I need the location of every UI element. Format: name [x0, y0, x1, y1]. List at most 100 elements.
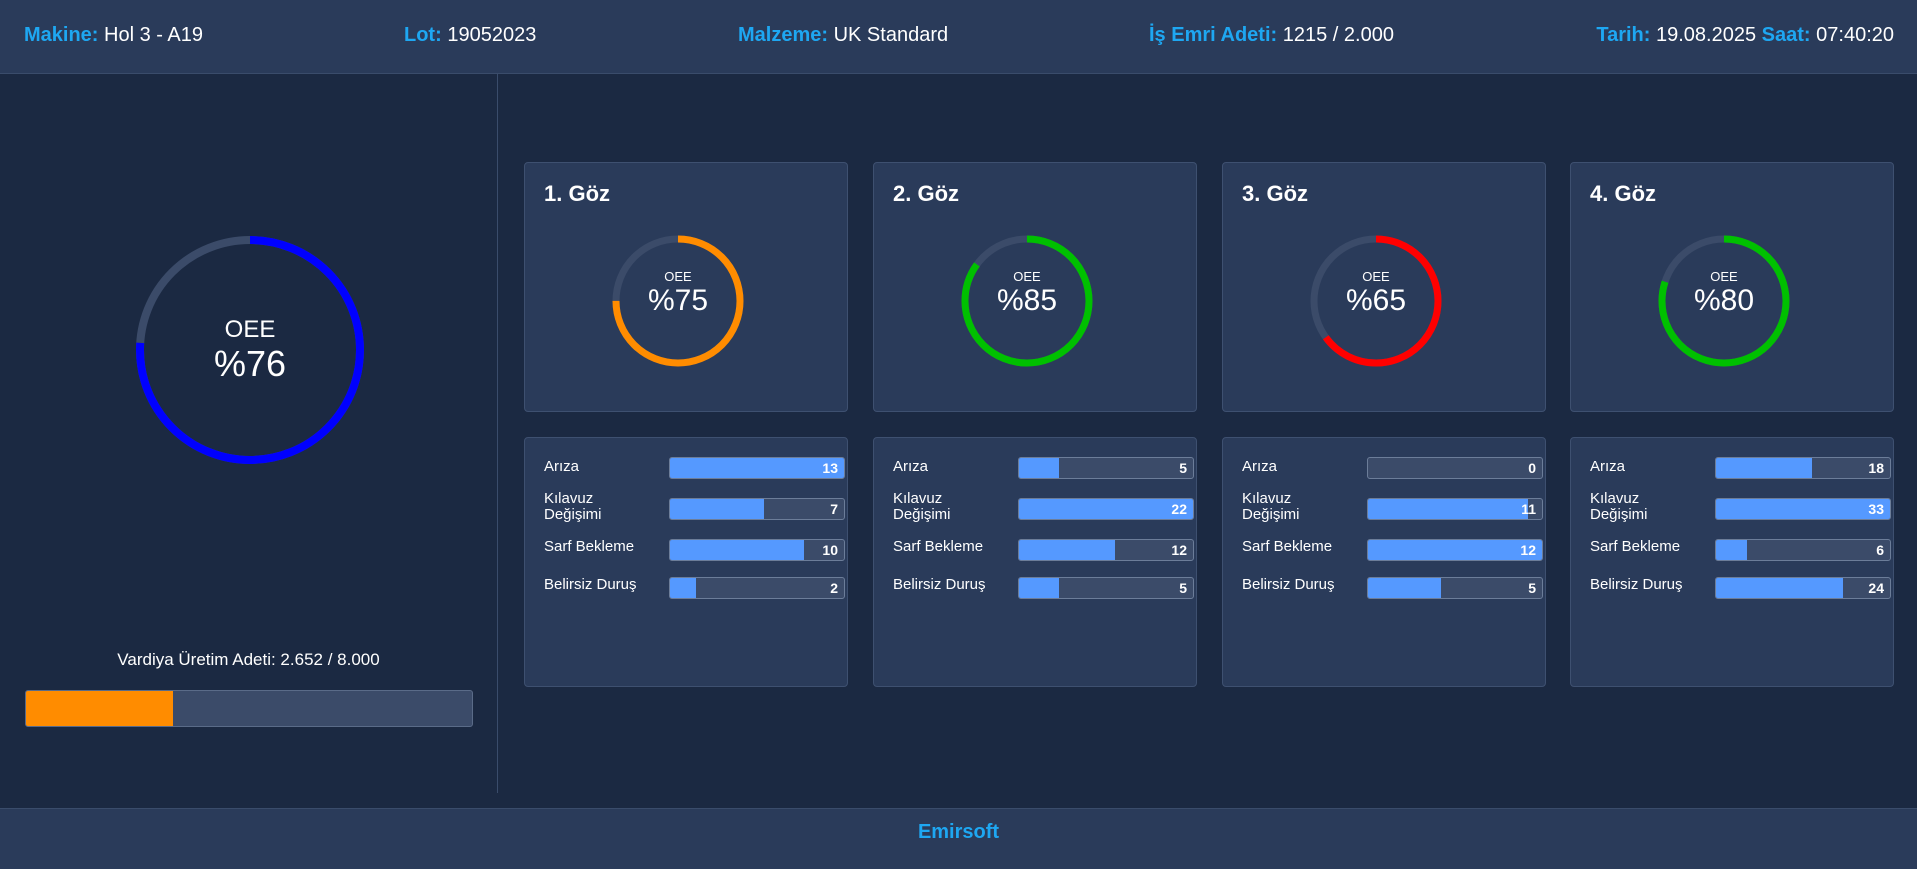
stop-reason-count: 33	[1868, 501, 1884, 517]
overall-oee-panel: OEE %76 Vardiya Üretim Adeti: 2.652 / 8.…	[0, 74, 498, 793]
stop-reason-bar-fill	[1716, 578, 1844, 598]
eye-stops-card-2: Arıza 5 Kılavuz Değişimi 22 Sarf Bekleme 12 Be…	[873, 437, 1197, 687]
stop-reason-count: 0	[1528, 460, 1536, 476]
stop-reason-count: 5	[1179, 580, 1187, 596]
stop-reason-bar-fill	[1019, 578, 1060, 598]
stop-reason-bar-fill	[1716, 540, 1748, 560]
work-order-label: İş Emri Adeti:	[1149, 24, 1278, 46]
stop-reason-bar: 18	[1715, 457, 1891, 479]
eye-card-2: 2. Göz OEE %85	[873, 162, 1197, 412]
stop-reason-count: 10	[822, 542, 838, 558]
machine-info: Makine: Hol 3 - A19	[24, 24, 203, 47]
stop-reason-bar: 22	[1018, 498, 1194, 520]
overall-oee-gauge	[136, 236, 364, 464]
stop-reason-label: Sarf Bekleme	[1242, 538, 1333, 555]
machine-label: Makine:	[24, 24, 99, 46]
eye-oee-arc	[1658, 235, 1790, 367]
date-label: Tarih:	[1596, 24, 1651, 46]
eye-stops-card-1: Arıza 13 Kılavuz Değişimi 7 Sarf Bekleme 10 Be…	[524, 437, 848, 687]
stop-reason-bar: 10	[669, 539, 845, 561]
stop-reason-count: 22	[1171, 501, 1187, 517]
stop-reason-row: Kılavuz Değişimi 22	[893, 438, 1194, 523]
stop-reason-row: Kılavuz Değişimi 11	[1242, 438, 1543, 523]
stop-reason-count: 13	[822, 460, 838, 476]
work-order-value: 1215 / 2.000	[1282, 24, 1394, 46]
stop-reason-row: Arıza 0	[1242, 438, 1543, 479]
stop-reason-bar: 11	[1367, 498, 1543, 520]
eye-oee-title: OEE	[1013, 269, 1041, 284]
stop-reason-label: Belirsiz Duruş	[1590, 576, 1683, 593]
stop-reason-row: Arıza 18	[1590, 438, 1891, 479]
eye-oee-arc	[961, 235, 1093, 367]
stop-reason-label: Belirsiz Duruş	[544, 576, 637, 593]
time-label: Saat:	[1761, 24, 1811, 46]
material-info: Malzeme: UK Standard	[738, 24, 948, 47]
machine-value: Hol 3 - A19	[104, 24, 203, 46]
eye-oee-gauge	[612, 235, 744, 367]
eye-stops-card-3: Arıza 0 Kılavuz Değişimi 11 Sarf Bekleme 12 Be…	[1222, 437, 1546, 687]
eye-oee-title: OEE	[1710, 269, 1738, 284]
eye-card-4: 4. Göz OEE %80	[1570, 162, 1894, 412]
overall-oee-arc	[136, 236, 364, 464]
stop-reason-row: Belirsiz Duruş 5	[893, 438, 1194, 599]
stop-reason-bar: 24	[1715, 577, 1891, 599]
stop-reason-count: 11	[1521, 501, 1536, 517]
eye-oee-value: %75	[647, 284, 709, 317]
datetime-info: Tarih: 19.08.2025 Saat: 07:40:20	[1596, 24, 1894, 47]
footer-brand: Emirsoft	[917, 821, 1000, 843]
overall-oee-value: %76	[213, 343, 287, 384]
eye-oee-gauge	[1310, 235, 1442, 367]
stop-reason-bar-fill	[670, 458, 844, 478]
stop-reason-bar: 5	[1018, 457, 1194, 479]
stop-reason-label: Kılavuz Değişimi	[1590, 490, 1648, 523]
stop-reason-count: 5	[1528, 580, 1536, 596]
stop-reason-bar-fill	[670, 578, 697, 598]
eye-stops-card-4: Arıza 18 Kılavuz Değişimi 33 Sarf Bekleme 6 Be…	[1570, 437, 1894, 687]
shift-production-bar	[25, 690, 473, 727]
stop-reason-bar-fill	[1368, 499, 1529, 519]
footer-bar: Emirsoft	[0, 808, 1917, 869]
stop-reason-label: Arıza	[893, 458, 929, 475]
eye-oee-value: %85	[996, 284, 1058, 317]
stop-reason-label: Sarf Bekleme	[1590, 538, 1681, 555]
stop-reason-bar-fill	[1368, 578, 1442, 598]
stop-reason-bar-fill	[1368, 540, 1542, 560]
stop-reason-bar: 6	[1715, 539, 1891, 561]
date-value: 19.08.2025	[1656, 24, 1757, 46]
stop-reason-bar: 5	[1367, 577, 1543, 599]
stop-reason-row: Sarf Bekleme 12	[893, 438, 1194, 561]
stop-reason-bar: 12	[1367, 539, 1543, 561]
stop-reason-bar-fill	[1019, 540, 1115, 560]
stop-reason-count: 2	[830, 580, 838, 596]
stop-reason-row: Sarf Bekleme 6	[1590, 438, 1891, 561]
eye-card-title: 3. Göz	[1242, 181, 1309, 206]
stop-reason-bar: 13	[669, 457, 845, 479]
stop-reason-label: Kılavuz Değişimi	[544, 490, 602, 523]
stop-reason-count: 18	[1868, 460, 1884, 476]
eye-oee-label: OEE %85	[959, 269, 1095, 317]
stop-reason-count: 12	[1171, 542, 1187, 558]
eye-oee-value: %80	[1693, 284, 1755, 317]
eye-card-title: 4. Göz	[1590, 181, 1657, 206]
eye-card-3: 3. Göz OEE %65	[1222, 162, 1546, 412]
stop-reason-label: Kılavuz Değişimi	[1242, 490, 1300, 523]
overall-oee-label: OEE %76	[133, 316, 367, 384]
stop-reason-bar-fill	[670, 499, 764, 519]
stop-reason-row: Kılavuz Değişimi 33	[1590, 438, 1891, 523]
eye-oee-arc	[612, 235, 744, 367]
shift-production-label: Vardiya Üretim Adeti: 2.652 / 8.000	[117, 650, 380, 669]
stop-reason-bar-fill	[1716, 499, 1890, 519]
shift-production-fill	[26, 691, 174, 726]
stop-reason-label: Arıza	[1590, 458, 1626, 475]
stop-reason-bar: 5	[1018, 577, 1194, 599]
material-value: UK Standard	[833, 24, 949, 46]
stop-reason-label: Kılavuz Değişimi	[893, 490, 951, 523]
stop-reason-label: Belirsiz Duruş	[893, 576, 986, 593]
header-bar: Makine: Hol 3 - A19 Lot: 19052023 Malzem…	[0, 0, 1917, 74]
stop-reason-label: Sarf Bekleme	[544, 538, 635, 555]
stop-reason-row: Belirsiz Duruş 2	[544, 438, 845, 599]
stop-reason-bar: 2	[669, 577, 845, 599]
stop-reason-row: Sarf Bekleme 10	[544, 438, 845, 561]
stop-reason-count: 7	[830, 501, 838, 517]
lot-label: Lot:	[404, 24, 442, 46]
